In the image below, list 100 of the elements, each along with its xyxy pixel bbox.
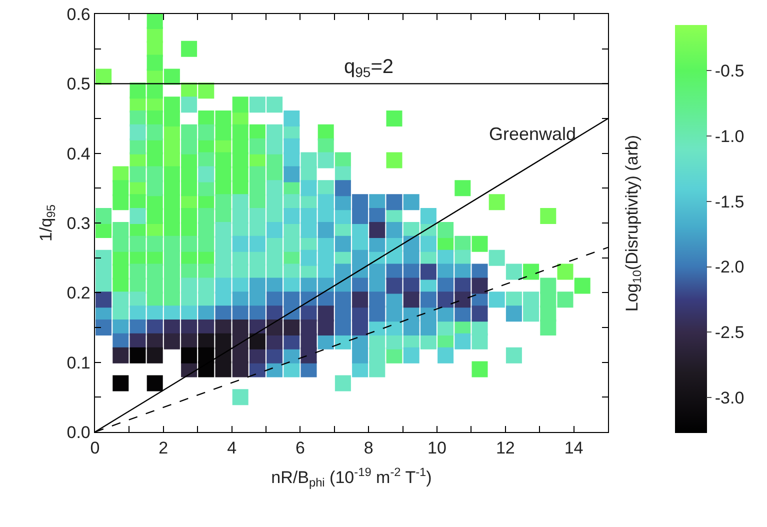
- point: [420, 320, 436, 336]
- color-bar-label: -2.5: [714, 323, 744, 342]
- point: [454, 333, 471, 350]
- annotation: Greenwald: [489, 124, 576, 144]
- point: [334, 320, 351, 336]
- point: [318, 222, 334, 238]
- point: [420, 292, 436, 308]
- point: [369, 306, 386, 322]
- point: [146, 82, 163, 99]
- point: [130, 166, 146, 182]
- y-tick-label: 0.6: [66, 4, 90, 24]
- color-bar-label: -3.0: [714, 388, 744, 408]
- point: [403, 320, 420, 336]
- point: [284, 166, 300, 182]
- point: [454, 180, 471, 196]
- point: [112, 375, 129, 392]
- point: [386, 222, 402, 238]
- point: [420, 264, 436, 280]
- point: [266, 320, 283, 336]
- annotation: q$_{95}$=2: [344, 56, 394, 80]
- point: [198, 124, 214, 140]
- point: [198, 82, 214, 99]
- point: [232, 361, 248, 378]
- x-tick-label: 8: [364, 438, 374, 458]
- y-tick-label: 0.3: [66, 214, 90, 233]
- point: [146, 14, 163, 29]
- point: [112, 347, 129, 364]
- point: [438, 222, 454, 238]
- point: [472, 361, 488, 378]
- y-tick-label: 0.1: [66, 353, 90, 372]
- point: [146, 236, 163, 252]
- point: [540, 320, 556, 336]
- point: [488, 292, 505, 308]
- point: [386, 278, 402, 294]
- point: [249, 333, 266, 350]
- y-tick-label: 0.5: [66, 74, 90, 94]
- point: [557, 292, 574, 308]
- point: [146, 124, 163, 140]
- point: [540, 208, 556, 224]
- point: [334, 180, 351, 196]
- point: [352, 347, 368, 364]
- point: [284, 320, 300, 336]
- x-tick-label: 0: [90, 438, 100, 458]
- text: nR/B$_{phi}$ (10$^{-19}$ m$^{-2}$ T$^{-1}$): [271, 464, 432, 490]
- color-bar-label: -0.5: [714, 62, 744, 81]
- point: [198, 361, 214, 378]
- point: [523, 264, 540, 280]
- point: [420, 208, 436, 224]
- point: [146, 208, 163, 224]
- point: [215, 124, 232, 140]
- point: [472, 306, 488, 322]
- point: [403, 194, 420, 210]
- point: [352, 320, 368, 336]
- point: [386, 306, 402, 322]
- point: [352, 292, 368, 308]
- point: [300, 180, 317, 196]
- point: [181, 347, 198, 364]
- x-tick-label: 4: [227, 438, 237, 458]
- point: [386, 194, 402, 210]
- point: [112, 194, 129, 210]
- point: [249, 236, 266, 252]
- point: [438, 292, 454, 308]
- point: [386, 152, 402, 168]
- point: [557, 264, 574, 280]
- point: [318, 320, 334, 336]
- point: [146, 180, 163, 196]
- point: [164, 333, 180, 350]
- point: [300, 347, 317, 364]
- point: [300, 222, 317, 238]
- x-tick-label: 6: [295, 438, 305, 458]
- x-tick-label: 12: [496, 438, 515, 458]
- color-bar-label: -1.5: [714, 192, 744, 212]
- point: [181, 236, 198, 252]
- point: [249, 138, 266, 154]
- point: [403, 347, 420, 364]
- x-tick-label: 14: [564, 438, 584, 458]
- point: [403, 292, 420, 308]
- point: [574, 278, 590, 294]
- point: [130, 347, 146, 364]
- color-bar-label: -1.0: [714, 126, 744, 146]
- point: [438, 347, 454, 364]
- point: [112, 236, 129, 252]
- y-tick-label: 0.0: [66, 422, 90, 442]
- point: [198, 236, 214, 252]
- x-tick-label: 2: [158, 438, 168, 458]
- point: [386, 110, 402, 126]
- point: [130, 82, 146, 99]
- point: [506, 306, 522, 322]
- point: [146, 347, 163, 364]
- point: [181, 138, 198, 154]
- point: [472, 278, 488, 294]
- point: [232, 96, 248, 113]
- point: [96, 320, 112, 336]
- point: [146, 54, 163, 71]
- point: [130, 236, 146, 252]
- point: [352, 208, 368, 224]
- point: [181, 180, 198, 196]
- point: [96, 292, 112, 308]
- point: [334, 236, 351, 252]
- point: [284, 208, 300, 224]
